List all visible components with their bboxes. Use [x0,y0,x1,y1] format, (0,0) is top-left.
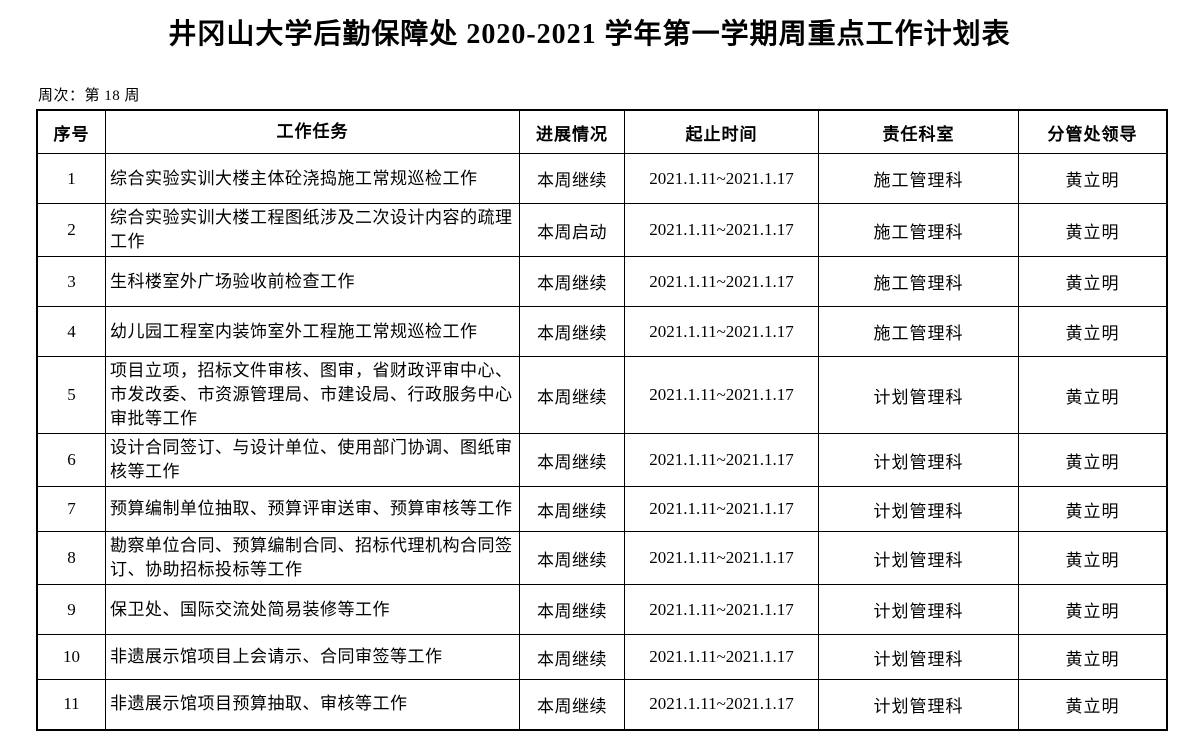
cell-task: 勘察单位合同、预算编制合同、招标代理机构合同签订、协助招标投标等工作 [105,531,520,585]
cell-period: 2021.1.11~2021.1.17 [624,203,819,257]
cell-task: 生科楼室外广场验收前检查工作 [105,256,520,307]
cell-index: 10 [36,634,106,680]
cell-leader: 黄立明 [1018,584,1168,635]
cell-index: 11 [36,679,106,730]
table-header: 序号 工作任务 进展情况 起止时间 责任科室 分管处领导 [36,109,1168,154]
column-header-leader: 分管处领导 [1018,109,1168,154]
cell-department: 施工管理科 [818,256,1019,307]
cell-index: 2 [36,203,106,257]
table-header-row: 序号 工作任务 进展情况 起止时间 责任科室 分管处领导 [36,109,1168,154]
cell-progress: 本周启动 [519,203,625,257]
cell-task: 幼儿园工程室内装饰室外工程施工常规巡检工作 [105,306,520,357]
cell-period: 2021.1.11~2021.1.17 [624,531,819,585]
cell-task: 项目立项，招标文件审核、图审，省财政评审中心、市发改委、市资源管理局、市建设局、… [105,356,520,434]
cell-task: 设计合同签订、与设计单位、使用部门协调、图纸审核等工作 [105,433,520,487]
cell-progress: 本周继续 [519,486,625,532]
cell-task: 预算编制单位抽取、预算评审送审、预算审核等工作 [105,486,520,532]
cell-leader: 黄立明 [1018,679,1168,730]
cell-period: 2021.1.11~2021.1.17 [624,306,819,357]
cell-department: 计划管理科 [818,634,1019,680]
cell-period: 2021.1.11~2021.1.17 [624,153,819,204]
cell-period: 2021.1.11~2021.1.17 [624,433,819,487]
cell-period: 2021.1.11~2021.1.17 [624,486,819,532]
cell-progress: 本周继续 [519,679,625,730]
cell-leader: 黄立明 [1018,486,1168,532]
cell-period: 2021.1.11~2021.1.17 [624,679,819,730]
cell-index: 1 [36,153,106,204]
cell-leader: 黄立明 [1018,433,1168,487]
cell-progress: 本周继续 [519,256,625,307]
cell-task: 综合实验实训大楼工程图纸涉及二次设计内容的疏理工作 [105,203,520,257]
cell-index: 5 [36,356,106,434]
table-row: 3 生科楼室外广场验收前检查工作 本周继续 2021.1.11~2021.1.17 施工… [36,256,1168,307]
cell-progress: 本周继续 [519,153,625,204]
cell-index: 8 [36,531,106,585]
cell-progress: 本周继续 [519,306,625,357]
cell-index: 7 [36,486,106,532]
cell-department: 计划管理科 [818,679,1019,730]
cell-leader: 黄立明 [1018,356,1168,434]
week-number-label: 周次：第 18 周 [38,88,141,104]
cell-leader: 黄立明 [1018,531,1168,585]
cell-leader: 黄立明 [1018,153,1168,204]
table-row: 10 非遗展示馆项目上会请示、合同审签等工作 本周继续 2021.1.11~2021.… [36,634,1168,680]
table-row: 8 勘察单位合同、预算编制合同、招标代理机构合同签订、协助招标投标等工作 本周继续 2… [36,531,1168,585]
table-row: 9 保卫处、国际交流处简易装修等工作 本周继续 2021.1.11~2021.1.17… [36,584,1168,635]
cell-department: 计划管理科 [818,531,1019,585]
cell-progress: 本周继续 [519,531,625,585]
column-header-period: 起止时间 [624,109,819,154]
cell-progress: 本周继续 [519,433,625,487]
cell-index: 6 [36,433,106,487]
cell-period: 2021.1.11~2021.1.17 [624,256,819,307]
cell-progress: 本周继续 [519,634,625,680]
cell-task: 综合实验实训大楼主体砼浇捣施工常规巡检工作 [105,153,520,204]
cell-leader: 黄立明 [1018,634,1168,680]
table-row: 7 预算编制单位抽取、预算评审送审、预算审核等工作 本周继续 2021.1.11~20… [36,486,1168,532]
table-row: 1 综合实验实训大楼主体砼浇捣施工常规巡检工作 本周继续 2021.1.11~2021… [36,153,1168,204]
cell-department: 计划管理科 [818,584,1019,635]
cell-department: 施工管理科 [818,153,1019,204]
cell-index: 9 [36,584,106,635]
cell-department: 计划管理科 [818,486,1019,532]
cell-task: 非遗展示馆项目预算抽取、审核等工作 [105,679,520,730]
cell-leader: 黄立明 [1018,256,1168,307]
cell-progress: 本周继续 [519,584,625,635]
table-row: 11 非遗展示馆项目预算抽取、审核等工作 本周继续 2021.1.11~2021.1.… [36,679,1168,730]
page-title: 井冈山大学后勤保障处 2020-2021 学年第一学期周重点工作计划表 [168,19,1011,50]
table-row: 4 幼儿园工程室内装饰室外工程施工常规巡检工作 本周继续 2021.1.11~2021… [36,306,1168,357]
cell-department: 计划管理科 [818,433,1019,487]
table-row: 5 项目立项，招标文件审核、图审，省财政评审中心、市发改委、市资源管理局、市建设局… [36,356,1168,434]
cell-period: 2021.1.11~2021.1.17 [624,634,819,680]
cell-department: 施工管理科 [818,203,1019,257]
column-header-index: 序号 [36,109,106,154]
cell-task: 非遗展示馆项目上会请示、合同审签等工作 [105,634,520,680]
column-header-progress: 进展情况 [519,109,625,154]
cell-index: 4 [36,306,106,357]
cell-progress: 本周继续 [519,356,625,434]
table-row: 6 设计合同签订、与设计单位、使用部门协调、图纸审核等工作 本周继续 2021.1.1… [36,433,1168,487]
cell-task: 保卫处、国际交流处简易装修等工作 [105,584,520,635]
column-header-task: 工作任务 [105,109,520,154]
column-header-department: 责任科室 [818,109,1019,154]
work-plan-table: 序号 工作任务 进展情况 起止时间 责任科室 分管处领导 1 综合实验实训大楼主体… [36,109,1168,731]
cell-leader: 黄立明 [1018,306,1168,357]
cell-index: 3 [36,256,106,307]
table-body: 1 综合实验实训大楼主体砼浇捣施工常规巡检工作 本周继续 2021.1.11~2021… [36,153,1168,730]
cell-department: 施工管理科 [818,306,1019,357]
cell-period: 2021.1.11~2021.1.17 [624,356,819,434]
cell-leader: 黄立明 [1018,203,1168,257]
cell-period: 2021.1.11~2021.1.17 [624,584,819,635]
cell-department: 计划管理科 [818,356,1019,434]
table-row: 2 综合实验实训大楼工程图纸涉及二次设计内容的疏理工作 本周启动 2021.1.11~… [36,203,1168,257]
